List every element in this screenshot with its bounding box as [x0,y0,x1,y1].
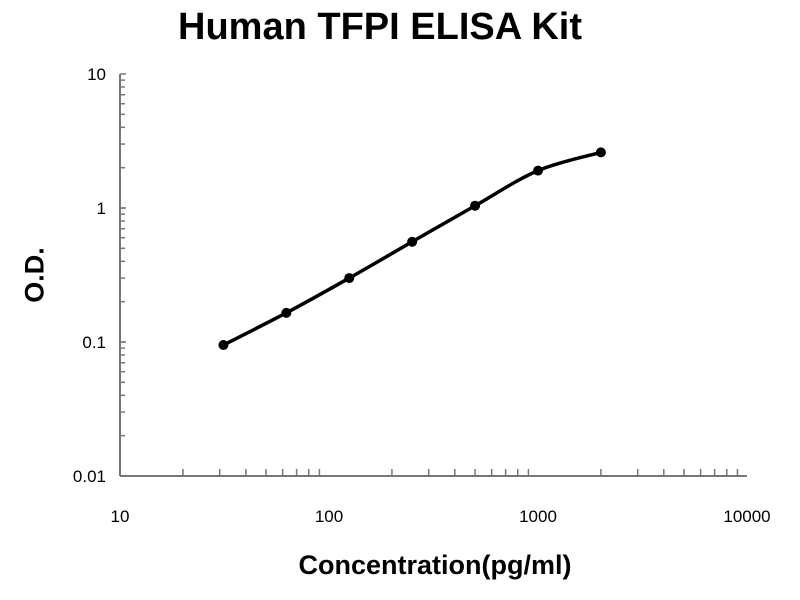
x-tick-label: 1000 [519,507,557,526]
y-tick-label: 10 [87,65,106,84]
x-tick-label: 100 [315,507,343,526]
data-point [281,307,292,318]
data-point [407,236,418,247]
chart-title: Human TFPI ELISA Kit [178,6,582,48]
data-point [470,200,481,211]
y-tick-label: 0.01 [73,467,106,486]
data-point [218,339,229,350]
y-tick-label: 0.1 [82,333,106,352]
x-axis-label: Concentration(pg/ml) [298,550,572,580]
curve-line [222,150,602,347]
x-tick-label: 10 [111,507,130,526]
x-tick-label: 10000 [723,507,770,526]
data-point [344,273,355,284]
y-tick-label: 1 [97,199,106,218]
data-point [533,165,543,176]
data-point [595,147,606,158]
